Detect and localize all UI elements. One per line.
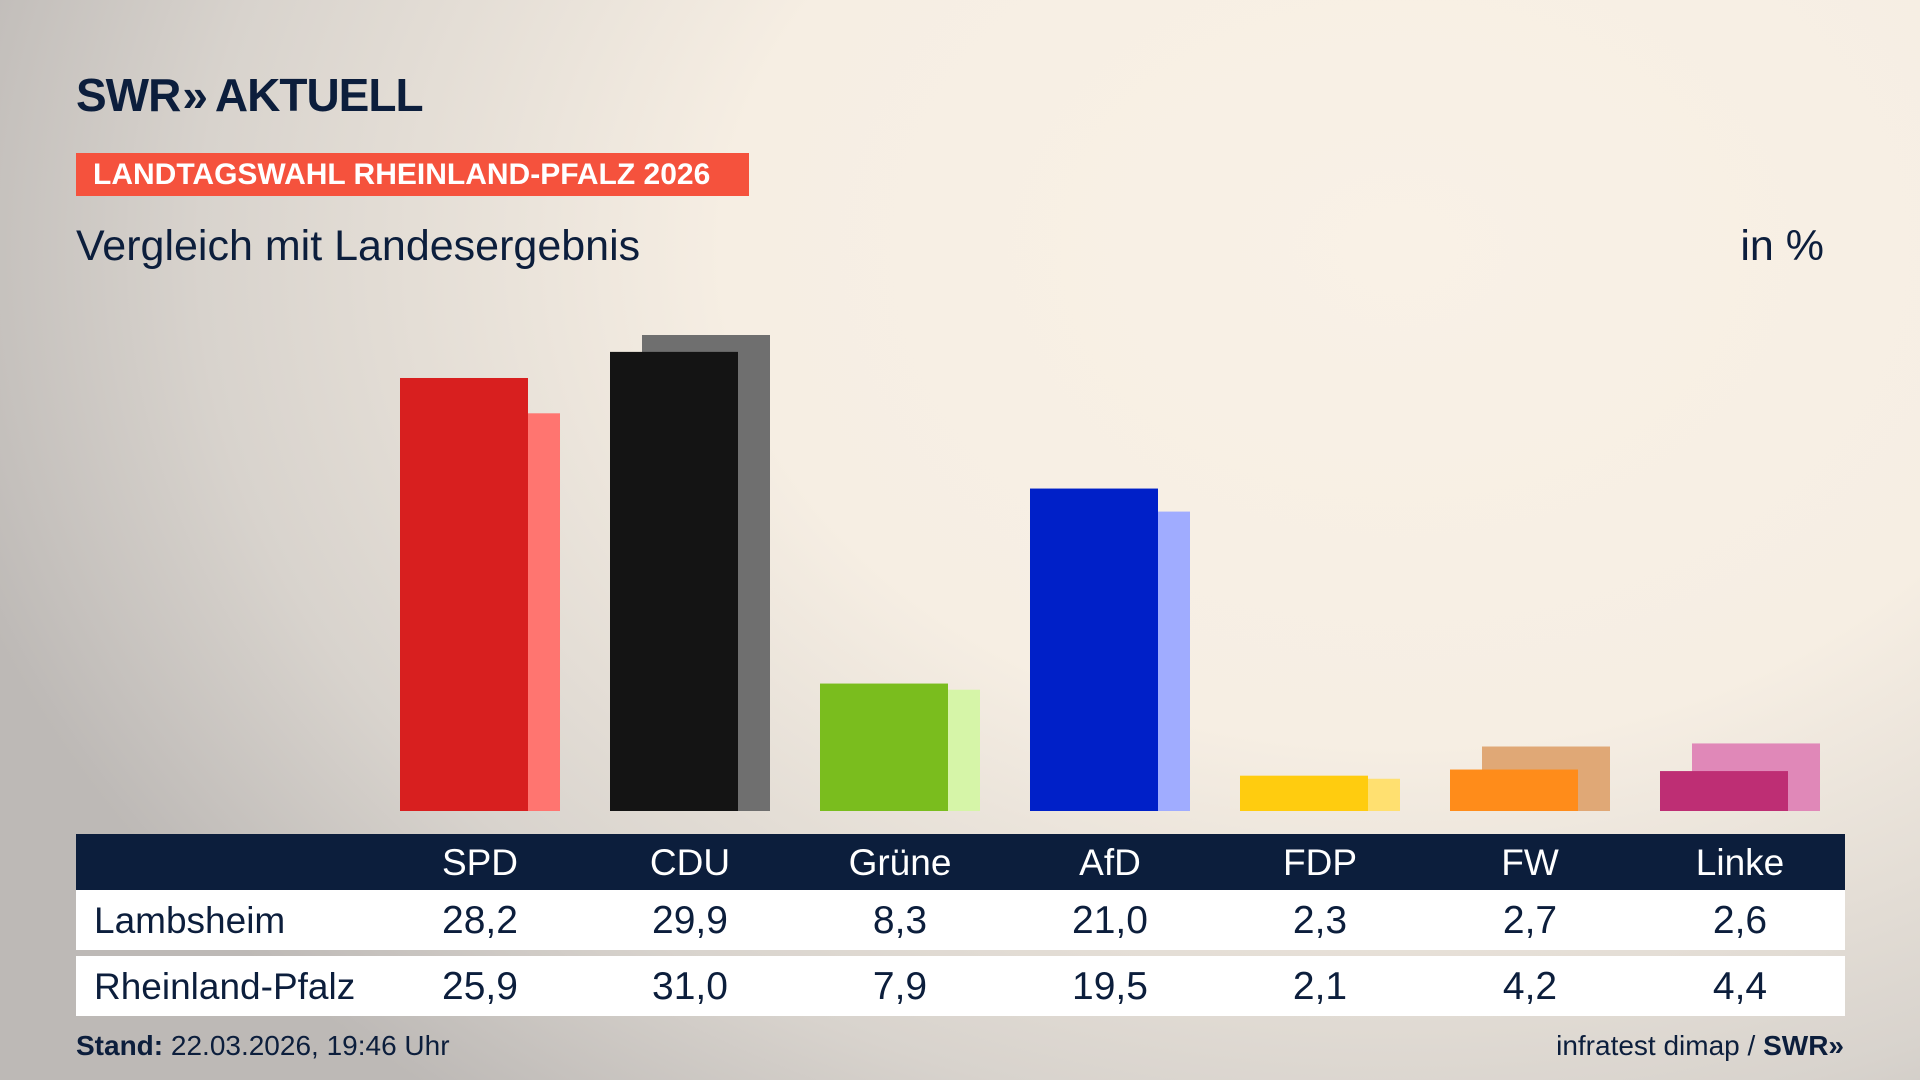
unit-label: in % — [1740, 222, 1824, 270]
table-header: SPD CDU Grüne AfD FDP FW Linke — [76, 834, 1845, 890]
results-table: SPD CDU Grüne AfD FDP FW Linke Lambsheim 28,2 29… — [76, 834, 1845, 1016]
table-row-lambsheim: Lambsheim 28,2 29,9 8,3 21,0 2,3 2,7 2,6 — [76, 890, 1845, 950]
table-cell: 2,7 — [1502, 899, 1558, 942]
table-cell: 19,5 — [1072, 965, 1148, 1008]
column-header: AfD — [1079, 842, 1141, 883]
stand-value: 22.03.2026, 19:46 Uhr — [170, 1030, 450, 1061]
table-cell: 7,9 — [872, 965, 928, 1008]
bar-cdu-lambsheim — [610, 351, 738, 811]
election-banner: LANDTAGSWAHL RHEINLAND-PFALZ 2026 — [76, 153, 749, 196]
source-text: infratest dimap / — [1556, 1030, 1756, 1061]
table-cell: 2,6 — [1712, 899, 1768, 942]
table-row-rheinland-pfalz: Rheinland-Pfalz 25,9 31,0 7,9 19,5 2,1 4,2 4,4 — [76, 956, 1845, 1016]
bar-fdp-lambsheim — [1240, 775, 1368, 811]
chart-subtitle: Vergleich mit Landesergebnis — [76, 222, 641, 270]
bar-linke-lambsheim — [1660, 771, 1788, 811]
table-cell: 21,0 — [1072, 899, 1148, 942]
column-header: Linke — [1695, 842, 1785, 883]
timestamp: Stand: 22.03.2026, 19:46 Uhr — [76, 1030, 450, 1062]
bar-chart — [400, 335, 1820, 811]
logo-aktuell: AKTUELL — [214, 69, 424, 121]
bar-spd-lambsheim — [400, 377, 528, 811]
table-cell: 4,2 — [1502, 965, 1558, 1008]
table-cell: 2,3 — [1292, 899, 1348, 942]
table-cell: 8,3 — [872, 899, 928, 942]
column-header: CDU — [649, 842, 731, 883]
row-label: Lambsheim — [94, 900, 286, 941]
row-label: Rheinland-Pfalz — [94, 966, 356, 1007]
column-header: SPD — [441, 842, 519, 883]
table-cell: 4,4 — [1712, 965, 1768, 1008]
logo-swr: SWR — [76, 69, 181, 121]
swr-small-logo: SWR» — [1763, 1030, 1844, 1061]
table-cell: 2,1 — [1292, 965, 1348, 1008]
chevron-logo-icon: » — [182, 69, 208, 121]
bar-afd-lambsheim — [1030, 488, 1158, 811]
table-cell: 25,9 — [442, 965, 518, 1008]
column-header: FDP — [1283, 842, 1357, 883]
column-header: Grüne — [848, 842, 952, 883]
source: infratest dimap / SWR» — [1556, 1030, 1844, 1062]
bar-fw-lambsheim — [1450, 769, 1578, 811]
column-header: FW — [1501, 842, 1559, 883]
table-cell: 29,9 — [652, 899, 728, 942]
stand-label: Stand: — [76, 1030, 164, 1061]
table-cell: 28,2 — [442, 899, 518, 942]
bar-grüne-lambsheim — [820, 683, 948, 811]
swr-aktuell-logo: SWR» AKTUELL — [76, 68, 424, 122]
table-cell: 31,0 — [652, 965, 728, 1008]
